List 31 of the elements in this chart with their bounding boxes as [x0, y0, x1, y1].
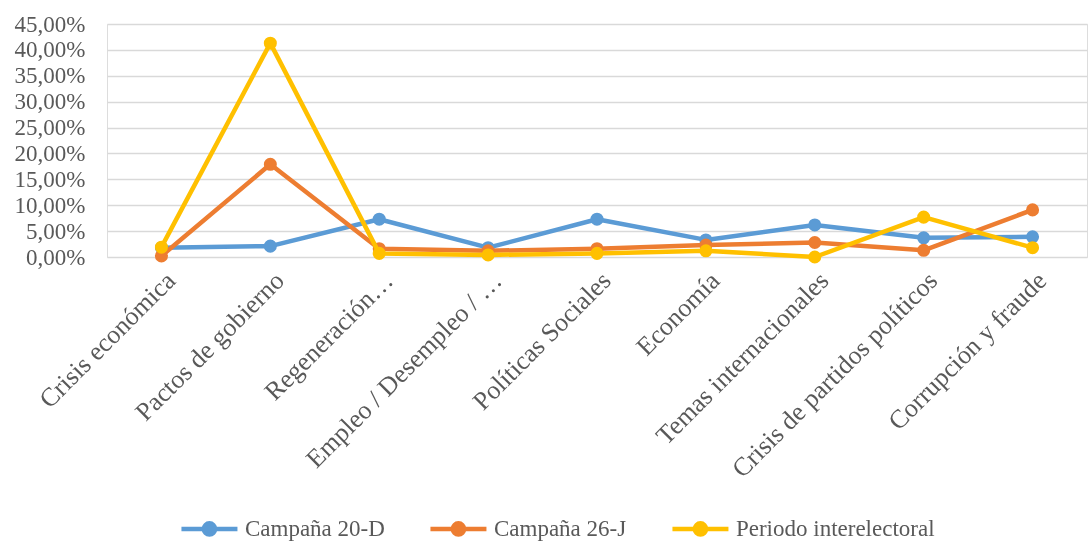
point	[372, 246, 386, 260]
y-tick-label: 40,00%	[14, 37, 86, 63]
point	[1026, 230, 1040, 244]
point	[808, 236, 822, 250]
legend-label: Periodo interelectoral	[735, 515, 935, 541]
y-tick-label: 25,00%	[14, 115, 86, 141]
point	[1026, 203, 1040, 217]
y-tick-label: 0,00%	[26, 244, 86, 270]
point	[917, 210, 931, 224]
point	[263, 239, 277, 253]
point	[481, 248, 495, 262]
point	[917, 231, 931, 245]
y-tick-label: 10,00%	[14, 192, 86, 218]
y-tick-label: 30,00%	[14, 89, 86, 115]
point	[808, 218, 822, 232]
y-tick-label: 45,00%	[14, 11, 86, 37]
point	[372, 212, 386, 226]
legend-label: Campaña 26-J	[493, 515, 627, 541]
point	[590, 212, 604, 226]
point	[1026, 241, 1040, 255]
point	[263, 36, 277, 50]
y-tick-label: 20,00%	[14, 140, 86, 166]
legend-label: Campaña 20-D	[244, 515, 385, 541]
point	[590, 246, 604, 260]
point	[263, 157, 277, 171]
y-tick-label: 35,00%	[14, 63, 86, 89]
point	[917, 243, 931, 257]
y-tick-label: 5,00%	[26, 218, 86, 244]
y-tick-label: 15,00%	[14, 166, 86, 192]
point	[808, 250, 822, 264]
point	[699, 244, 713, 258]
